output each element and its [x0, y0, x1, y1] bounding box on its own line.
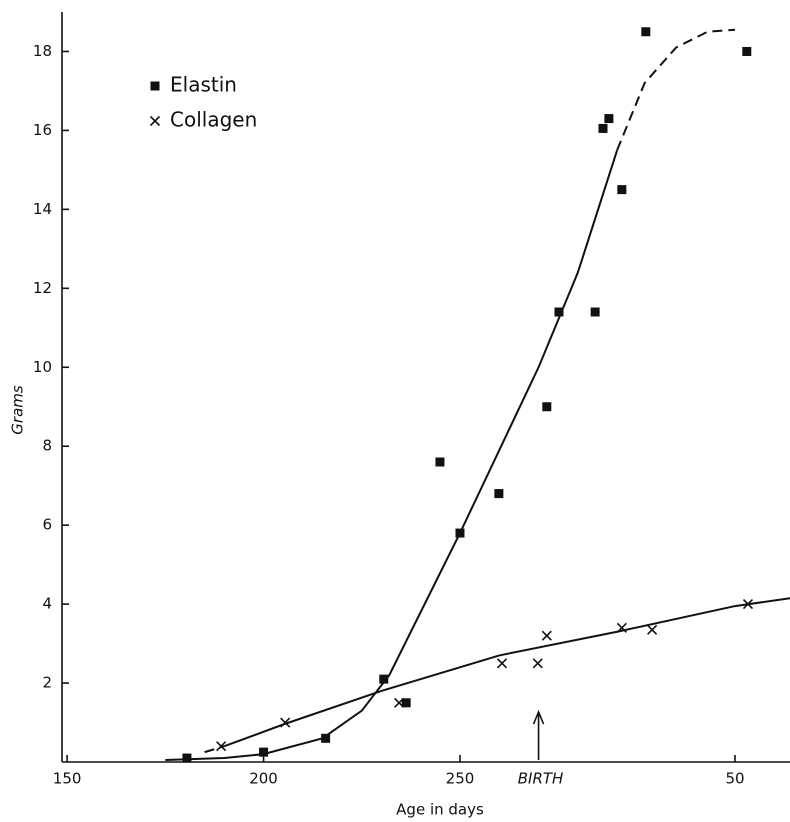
- point: [394, 697, 405, 708]
- point: [321, 733, 331, 743]
- point: [554, 307, 564, 317]
- point: [604, 114, 614, 124]
- y-tick-label: 12: [33, 279, 52, 297]
- point: [590, 307, 600, 317]
- legend-marker: [150, 81, 160, 91]
- point: [542, 402, 552, 412]
- fit-line: [616, 28, 736, 151]
- birth-arrowhead: [532, 709, 545, 725]
- point: [401, 698, 411, 708]
- y-tick-label: 18: [33, 42, 52, 60]
- point: [496, 658, 508, 669]
- y-tick-label: 6: [42, 516, 52, 534]
- legend-marker: [149, 115, 161, 127]
- point: [494, 489, 504, 499]
- birth-label: BIRTH: [518, 770, 564, 788]
- x-tick-label: 50: [725, 770, 744, 788]
- fit-line: [165, 149, 619, 762]
- y-tick-label: 8: [42, 437, 52, 455]
- x-tick-label: 200: [249, 770, 278, 788]
- point: [742, 599, 754, 610]
- point: [641, 27, 651, 37]
- point: [617, 185, 627, 195]
- point: [455, 528, 465, 538]
- point: [616, 622, 627, 633]
- legend-label: Collagen: [170, 108, 257, 132]
- y-axis-label: Grams: [9, 385, 27, 435]
- point: [280, 717, 291, 728]
- x-tick-label: 250: [446, 770, 475, 788]
- x-axis-label: Age in days: [396, 801, 484, 819]
- point: [182, 753, 192, 763]
- point: [532, 658, 543, 669]
- y-tick-label: 4: [42, 595, 52, 613]
- point: [647, 624, 658, 635]
- point: [435, 457, 445, 467]
- x-tick-label: 150: [53, 770, 82, 788]
- point: [216, 741, 227, 752]
- point: [541, 630, 552, 641]
- point: [379, 674, 389, 684]
- legend-label: Elastin: [170, 73, 237, 97]
- y-tick-label: 2: [42, 674, 52, 692]
- point: [259, 747, 269, 757]
- point: [742, 46, 752, 56]
- point: [598, 123, 608, 133]
- y-tick-label: 10: [33, 358, 52, 376]
- y-tick-label: 14: [33, 200, 52, 218]
- fit-line: [223, 597, 790, 748]
- y-tick-label: 16: [33, 121, 52, 139]
